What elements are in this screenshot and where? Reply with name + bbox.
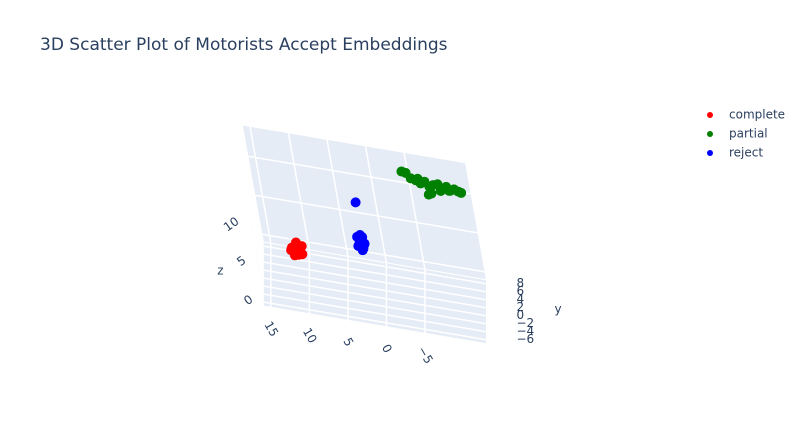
point xyxy=(357,232,368,243)
grid-line xyxy=(241,176,264,295)
grid-line xyxy=(241,136,264,255)
grid-line xyxy=(241,128,264,247)
grid-line xyxy=(263,293,487,333)
grid-line xyxy=(263,269,487,309)
grid-line xyxy=(241,152,264,271)
grid-line xyxy=(263,285,487,325)
y-tick-label: 2 xyxy=(517,300,525,314)
y-tick-label: 6 xyxy=(517,284,525,298)
grid-line xyxy=(241,160,264,279)
y-tick-label: −2 xyxy=(517,316,535,330)
grid-line xyxy=(287,132,311,250)
x-tick-label: 15 xyxy=(261,319,281,339)
grid-line xyxy=(241,184,264,303)
grid-line xyxy=(364,145,388,263)
y-tick-label: −4 xyxy=(517,324,535,338)
legend-label: complete xyxy=(729,108,785,122)
legend-marker xyxy=(707,150,713,156)
grid-line xyxy=(263,253,487,293)
z-tick-label: 0 xyxy=(241,292,255,308)
y-tick-label: −6 xyxy=(517,332,535,346)
point xyxy=(456,187,467,198)
legend-label: partial xyxy=(729,127,768,141)
y-tick-label: 4 xyxy=(517,292,525,306)
legend-label: reject xyxy=(729,146,763,160)
grid-line xyxy=(241,168,264,287)
y-axis-title: y xyxy=(555,302,562,316)
grid-line xyxy=(241,144,264,263)
point xyxy=(412,173,423,184)
x-tick-label: −5 xyxy=(415,344,436,366)
z-tick-label: 5 xyxy=(234,253,248,269)
z-tick-label: 10 xyxy=(221,214,242,234)
grid-line xyxy=(263,277,487,317)
point xyxy=(423,189,434,200)
point xyxy=(350,197,361,208)
y-tick-label: 0 xyxy=(517,308,525,322)
x-tick-label: 5 xyxy=(340,335,356,349)
grid-line xyxy=(263,261,487,301)
legend-marker xyxy=(707,112,713,118)
z-axis-title: z xyxy=(217,263,223,277)
grid-line xyxy=(249,126,272,244)
grid-line xyxy=(254,194,479,234)
grid-line xyxy=(263,301,487,341)
point xyxy=(435,185,446,196)
x-tick-label: 10 xyxy=(300,325,320,345)
point xyxy=(357,245,368,256)
point xyxy=(290,243,301,254)
point xyxy=(444,185,455,196)
x-tick-label: 0 xyxy=(379,342,395,356)
legend-marker xyxy=(707,131,713,137)
grid-line xyxy=(326,139,349,257)
y-tick-label: 8 xyxy=(517,276,525,290)
chart-title: 3D Scatter Plot of Motorists Accept Embe… xyxy=(40,35,448,55)
